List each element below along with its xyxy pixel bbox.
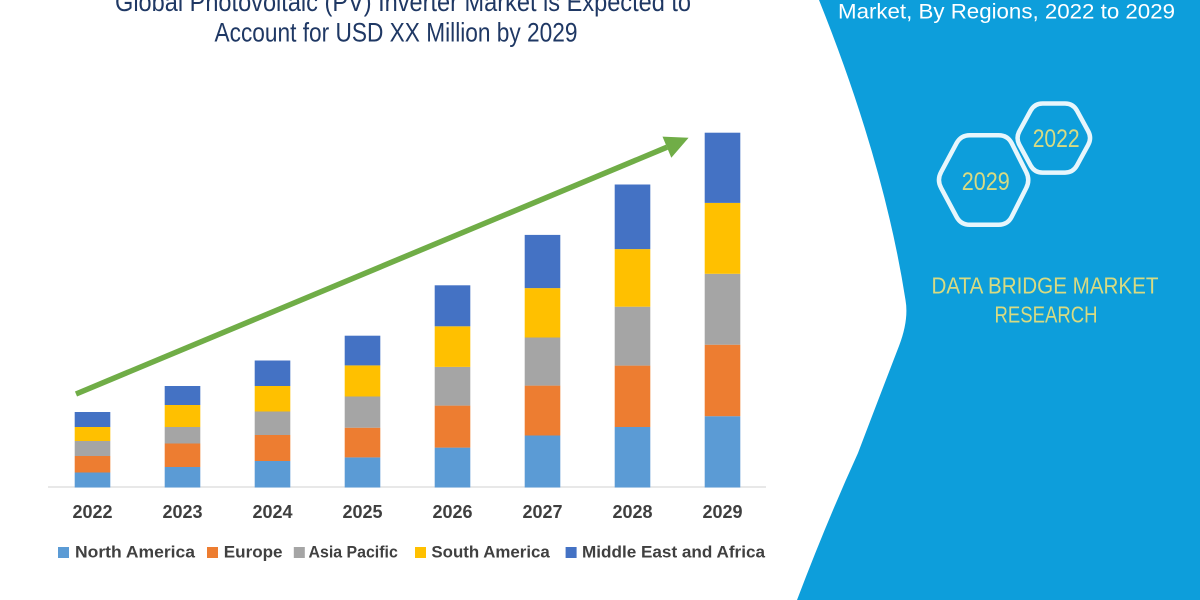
svg-text:Europe: Europe: [224, 543, 283, 562]
svg-text:2026: 2026: [432, 502, 472, 522]
svg-text:2024: 2024: [252, 502, 292, 522]
svg-text:2023: 2023: [162, 502, 202, 522]
svg-text:Asia Pacific: Asia Pacific: [309, 543, 398, 562]
svg-text:North America: North America: [75, 543, 196, 562]
svg-text:2022: 2022: [72, 502, 112, 522]
svg-text:Account for USD XX Million by: Account for USD XX Million by 2029: [215, 18, 578, 48]
svg-text:Middle East and Africa: Middle East and Africa: [582, 543, 766, 562]
svg-text:2028: 2028: [612, 502, 652, 522]
svg-text:Global Photovoltaic (PV) Inver: Global Photovoltaic (PV) Inverter Market…: [115, 0, 691, 17]
svg-text:2029: 2029: [962, 168, 1010, 196]
svg-text:DATA BRIDGE MARKET: DATA BRIDGE MARKET: [932, 273, 1159, 299]
svg-text:2029: 2029: [702, 502, 742, 522]
svg-text:2027: 2027: [522, 502, 562, 522]
svg-text:South America: South America: [431, 543, 550, 562]
svg-text:Market, By Regions, 2022 to 20: Market, By Regions, 2022 to 2029: [838, 0, 1175, 23]
svg-text:2022: 2022: [1033, 125, 1080, 153]
svg-text:RESEARCH: RESEARCH: [995, 302, 1098, 328]
svg-text:2025: 2025: [342, 502, 382, 522]
